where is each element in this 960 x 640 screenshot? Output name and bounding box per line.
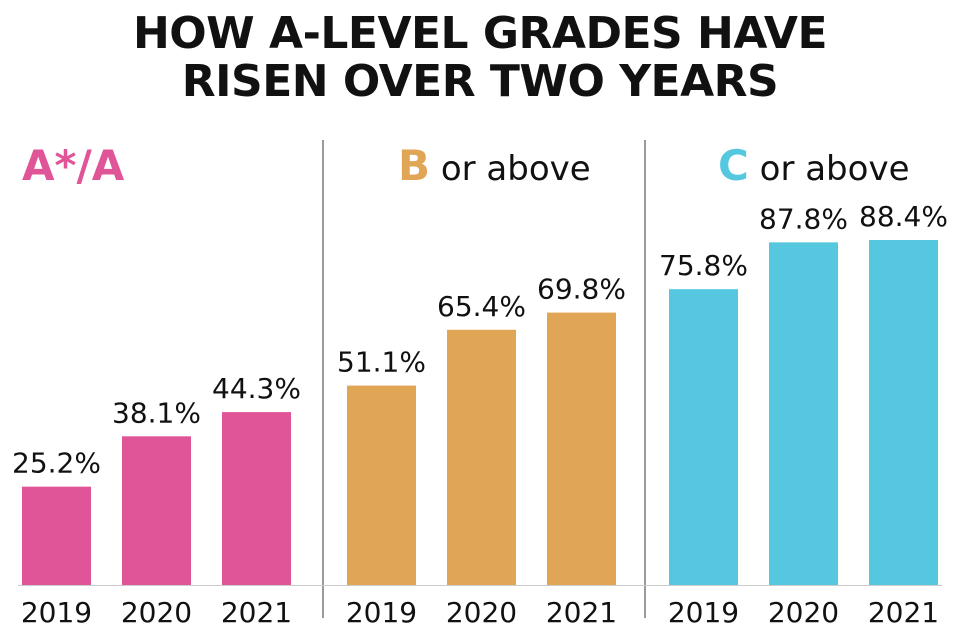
data-label-2-2021: 88.4% (859, 200, 948, 233)
panel-grade-a-star-a: A*/A (22, 141, 125, 190)
bar-0-2019 (22, 486, 91, 585)
tick-label-2-2019: 2019 (668, 596, 739, 629)
data-label-2-2019: 75.8% (659, 249, 748, 282)
bar-2-2019 (669, 289, 738, 585)
bar-0-2021 (222, 412, 291, 585)
panel-heading-rest-b: or above (430, 149, 591, 189)
panel-heading-b: B or above (398, 138, 591, 194)
chart-title: HOW A-LEVEL GRADES HAVE RISEN OVER TWO Y… (0, 10, 960, 106)
tick-label-2-2021: 2021 (868, 596, 939, 629)
data-label-1-2020: 65.4% (437, 290, 526, 323)
tick-label-0-2021: 2021 (221, 596, 292, 629)
tick-label-1-2020: 2020 (446, 596, 517, 629)
panel-heading-c: C or above (718, 138, 909, 194)
bar-2-2021 (869, 240, 938, 585)
tick-label-1-2021: 2021 (546, 596, 617, 629)
tick-label-0-2020: 2020 (121, 596, 192, 629)
bar-1-2021 (547, 312, 616, 585)
panel-grade-b: B (398, 141, 431, 190)
tick-label-1-2019: 2019 (346, 596, 417, 629)
tick-label-2-2020: 2020 (768, 596, 839, 629)
data-label-0-2019: 25.2% (12, 447, 101, 480)
panel-heading-rest-c: or above (748, 149, 910, 189)
panel-grade-c: C (718, 141, 749, 190)
chart-title-line-2: RISEN OVER TWO YEARS (181, 56, 779, 107)
bar-0-2020 (122, 436, 191, 585)
bar-1-2019 (347, 385, 416, 585)
bar-1-2020 (447, 329, 516, 585)
bar-2-2020 (769, 242, 838, 586)
data-label-0-2020: 38.1% (112, 396, 201, 429)
data-label-2-2020: 87.8% (759, 202, 848, 235)
data-label-0-2021: 44.3% (212, 372, 301, 405)
chart-title-line-1: HOW A-LEVEL GRADES HAVE (132, 8, 828, 59)
tick-label-0-2019: 2019 (21, 596, 92, 629)
data-label-1-2021: 69.8% (537, 273, 626, 306)
panel-heading-a-star-a: A*/A (22, 138, 124, 194)
data-label-1-2019: 51.1% (337, 346, 426, 379)
